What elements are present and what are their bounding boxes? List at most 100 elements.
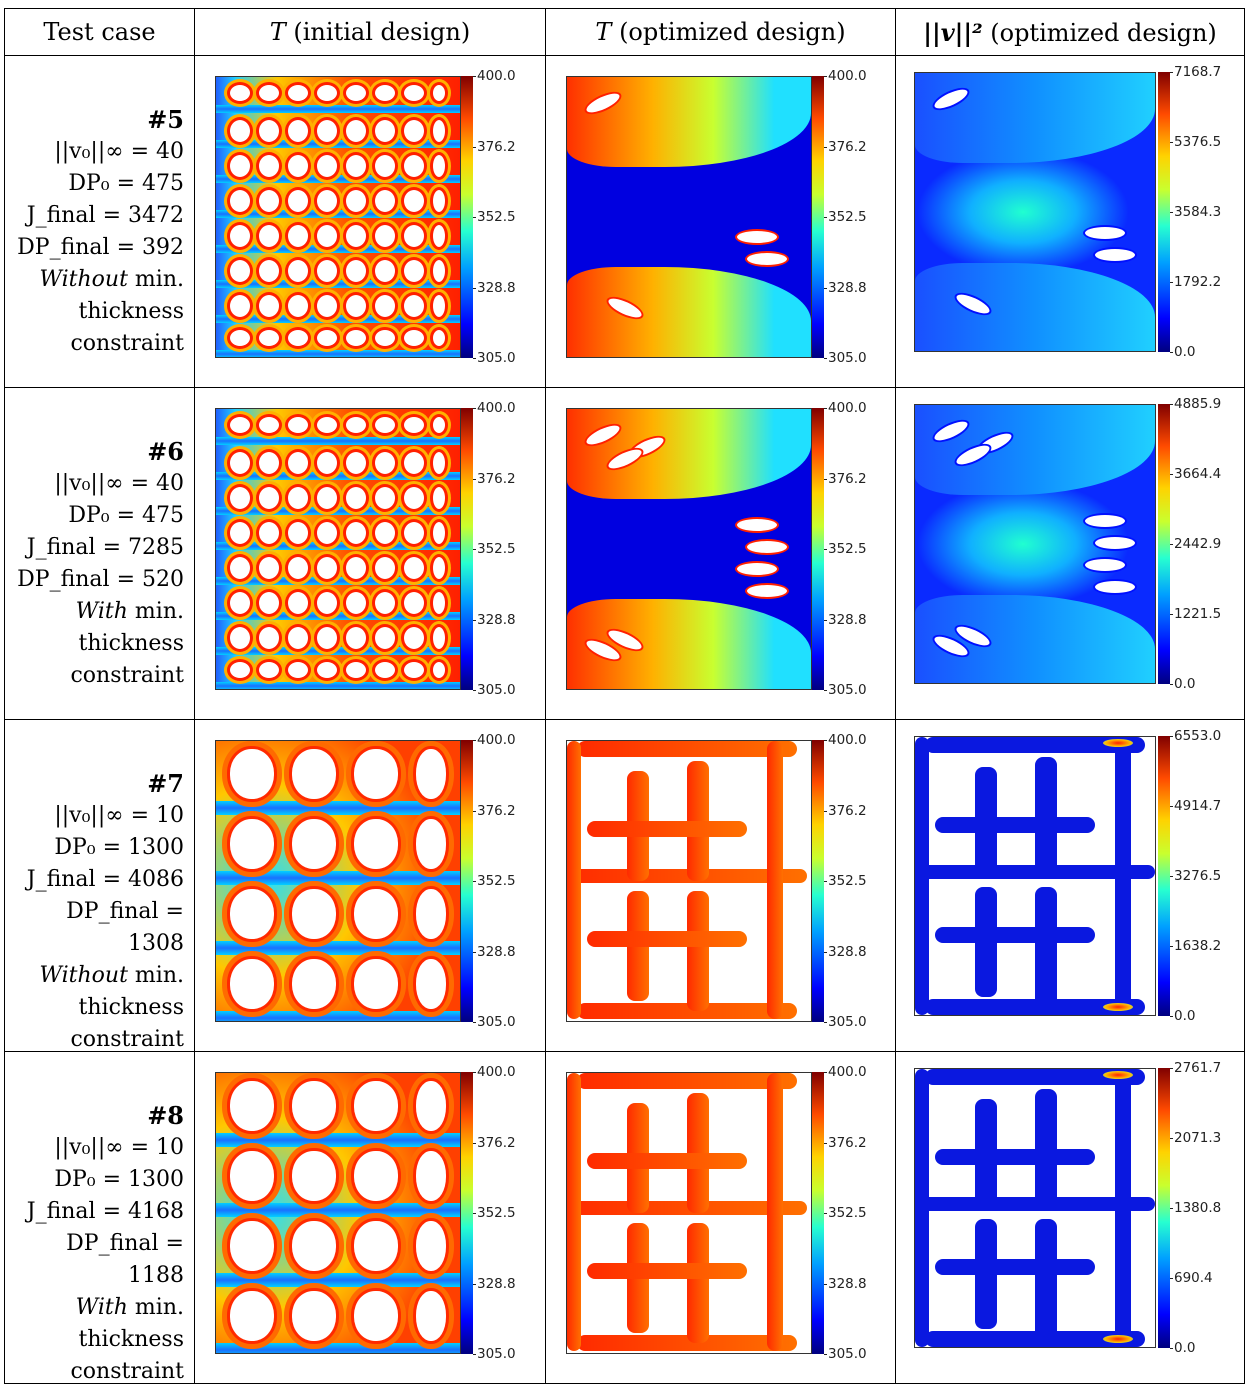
flow-band (216, 542, 460, 550)
constraint-mode-word: Without (39, 267, 128, 292)
initial-temperature-cell: 400.0 376.2 352.5 328.8 305.0 (194, 387, 546, 720)
header-velocity-var: ||v||² (923, 17, 983, 47)
obstacle (259, 662, 279, 678)
obstacle (416, 819, 446, 869)
test-case-text: #6 ||v₀||∞ = 40 DP₀ = 475 J_final = 7285 DP_… (5, 388, 194, 719)
obstacle (354, 889, 398, 939)
test-case-lines: #8 ||v₀||∞ = 10 DP₀ = 1300 J_final = 4168 DP… (5, 1100, 184, 1388)
obstacle (346, 190, 366, 212)
obstacle (288, 487, 308, 509)
obstacle (288, 85, 308, 101)
colorbar-tick: 400.0 (473, 1064, 516, 1080)
velocity-norm-param: ||v₀||∞ = 10 (54, 1135, 184, 1160)
obstacle (230, 959, 274, 1009)
header-initial-temperature: T (initial design) (194, 8, 546, 56)
obstacle (317, 522, 337, 544)
colorbar-tick: 328.8 (473, 1275, 516, 1292)
flow-band (216, 105, 460, 113)
hot-plume (567, 267, 811, 357)
optimized-velocity-plot (914, 72, 1156, 352)
optimized-velocity-plot (914, 404, 1156, 684)
test-case-number: #5 (147, 105, 184, 134)
optimized-temperature-cell: 400.0 376.2 352.5 328.8 305.0 (545, 1051, 896, 1384)
obstacle (288, 417, 308, 433)
solid-fin (737, 563, 777, 575)
flow-channel (767, 1073, 783, 1351)
flow-band (216, 175, 460, 183)
initial-pressure-drop: DP₀ = 1300 (54, 1167, 184, 1192)
flow-band (216, 682, 460, 689)
flow-band (216, 941, 460, 955)
solid-fin (1085, 515, 1125, 527)
colorbar-tick: 5376.5 (1169, 134, 1222, 150)
obstacle (433, 557, 445, 579)
obstacle (346, 557, 366, 579)
header-initial-var: T (269, 18, 286, 46)
header-optimized-velocity: ||v||² (optimized design) (895, 8, 1245, 56)
obstacle (433, 662, 445, 678)
obstacle (354, 1151, 398, 1201)
obstacle (317, 452, 337, 474)
final-pressure-drop: DP_final = 520 (17, 567, 184, 592)
flow-band (216, 210, 460, 218)
colorbar (1158, 404, 1170, 684)
constraint-text: thickness (78, 631, 184, 656)
colorbar-tick: 400.0 (473, 68, 516, 84)
colorbar-tick: 352.5 (824, 873, 867, 889)
initial-temperature-cell: 400.0 376.2 352.5 328.8 305.0 (194, 1051, 546, 1384)
final-objective: J_final = 4168 (26, 1199, 184, 1224)
obstacle (433, 155, 445, 177)
obstacle (259, 330, 279, 346)
obstacle (292, 1081, 336, 1131)
header-optimized-temperature: T (optimized design) (545, 8, 896, 56)
test-case-lines: #5 ||v₀||∞ = 40 DP₀ = 475 J_final = 3472 DP_… (17, 104, 184, 360)
obstacle (433, 452, 445, 474)
colorbar-tick: 305.0 (824, 1346, 867, 1362)
colorbar-tick: 376.2 (824, 1134, 867, 1151)
flow-channel (935, 1149, 1095, 1165)
optimized-temperature-plot (566, 76, 812, 358)
test-case-number: #7 (147, 769, 184, 798)
obstacle (375, 225, 395, 247)
optimized-temperature-panel: 400.0 376.2 352.5 328.8 305.0 (546, 1052, 895, 1383)
obstacle (288, 330, 308, 346)
obstacle (354, 1291, 398, 1341)
obstacle (346, 295, 366, 317)
obstacle (346, 260, 366, 282)
flow-band (216, 871, 460, 885)
obstacle (317, 120, 337, 142)
obstacle (288, 557, 308, 579)
colorbar-tick: 6553.0 (1169, 728, 1222, 744)
flow-channel (587, 1153, 747, 1169)
obstacle (404, 85, 424, 101)
colorbar-tick: 400.0 (824, 732, 867, 748)
flow-band (216, 315, 460, 323)
initial-temperature-plot (215, 1072, 461, 1354)
colorbar-tick: 400.0 (824, 400, 867, 416)
obstacle (346, 592, 366, 614)
obstacle (354, 959, 398, 1009)
test-case-lines: #6 ||v₀||∞ = 40 DP₀ = 475 J_final = 7285 DP_… (17, 436, 184, 692)
constraint-mode-rest: min. (127, 1295, 184, 1320)
final-objective: J_final = 4086 (26, 867, 184, 892)
flow-band (216, 577, 460, 585)
obstacle (292, 1221, 336, 1271)
flow-band (216, 1203, 460, 1217)
final-pressure-drop: DP_final = 1308 (66, 899, 184, 956)
obstacle (416, 1151, 446, 1201)
colorbar-tick: 352.5 (824, 209, 867, 225)
flow-band (216, 245, 460, 253)
flow-band (216, 1133, 460, 1147)
obstacle (416, 1291, 446, 1341)
obstacle (433, 627, 445, 649)
optimized-temperature-cell: 400.0 376.2 352.5 328.8 305.0 (545, 55, 896, 388)
flow-channel (1035, 887, 1057, 1007)
obstacle (433, 522, 445, 544)
initial-temperature-cell: 400.0 376.2 352.5 328.8 305.0 (194, 55, 546, 388)
obstacle (433, 295, 445, 317)
constraint-text: constraint (70, 663, 184, 688)
obstacle (259, 295, 279, 317)
obstacle (259, 417, 279, 433)
colorbar-tick: 0.0 (1169, 1008, 1196, 1024)
obstacle (375, 452, 395, 474)
